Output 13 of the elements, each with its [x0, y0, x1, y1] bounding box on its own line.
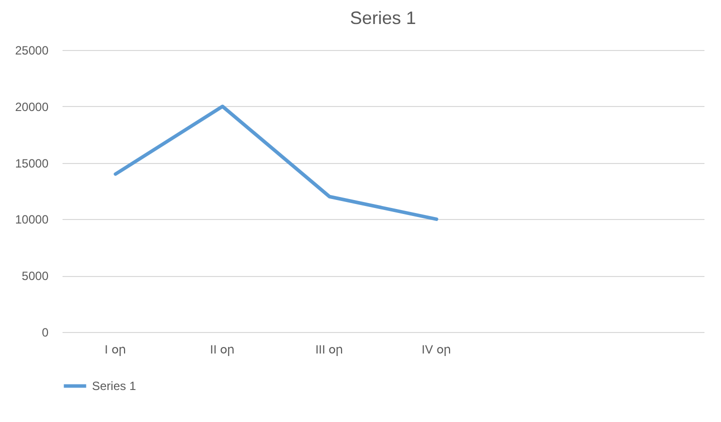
legend-label: Series 1	[92, 379, 136, 393]
y-tick-label: 20000	[15, 100, 49, 114]
y-tick-label: 5000	[22, 269, 49, 284]
x-tick-label: III օր	[315, 342, 344, 356]
x-tick-label: IV օր	[422, 342, 452, 356]
chart-title: Series 1	[350, 8, 416, 28]
y-tick-label: 0	[42, 326, 49, 340]
x-tick-label: I օր	[104, 342, 126, 356]
y-tick-label: 25000	[15, 44, 49, 58]
y-tick-label: 15000	[15, 156, 49, 170]
y-tick-label: 10000	[15, 212, 49, 227]
line-series	[114, 104, 438, 221]
x-tick-label: II օր	[210, 342, 236, 356]
